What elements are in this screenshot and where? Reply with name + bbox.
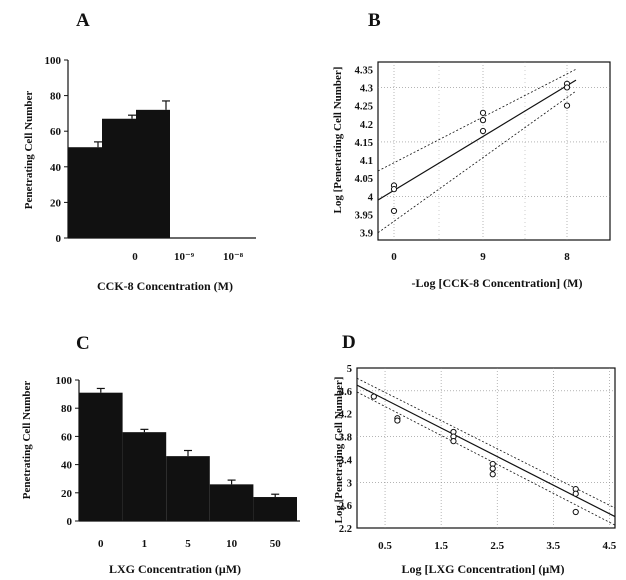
panel-d-x-tick-label: 3.5 [546, 540, 560, 552]
panel-a-x-tick-label: 10⁻⁹ [174, 251, 195, 263]
panel-d-x-tick-label: 2.5 [490, 540, 504, 552]
panel-b-x-tick-label: 8 [564, 251, 570, 263]
panel-d-x-tick-label: 0.5 [378, 540, 392, 552]
panel-a-bar [136, 109, 170, 238]
panel-a: A Penetrating Cell Number CCK-8 Concentr… [23, 10, 256, 293]
panel-c: C Penetrating Cell Number LXG Concentrat… [21, 333, 300, 576]
panel-c-xlabel: LXG Concentration (μM) [109, 562, 241, 576]
panel-b-ci-upper [377, 68, 577, 172]
panel-c-ylabel: Penetrating Cell Number [21, 381, 33, 500]
panel-b-y-tick-label: 3.9 [360, 229, 373, 240]
panel-d-point [394, 417, 401, 424]
panel-b-x-tick-label: 0 [391, 251, 397, 263]
panel-d-frame [356, 367, 616, 529]
panel-a-bar [68, 147, 102, 238]
panel-d-y-tick-label: 2.2 [339, 524, 352, 535]
panel-b-point [390, 186, 398, 193]
panel-d-y-tick-label: 3.4 [339, 455, 353, 466]
panel-a-y-tick-label: 80 [50, 91, 62, 103]
panel-d-point [489, 471, 496, 478]
panel-b-y-tick-label: 4.25 [355, 102, 373, 113]
panel-d-y-tick-label: 3 [347, 478, 352, 489]
panel-b-point [563, 84, 571, 91]
panel-b-y-tick-label: 3.95 [355, 211, 373, 222]
panel-c-bar [253, 497, 297, 521]
panel-b-ylabel: Log [Penetrating Cell Number] [332, 67, 344, 214]
panel-c-x-tick-label: 10 [226, 538, 238, 550]
panel-d-point [489, 465, 496, 472]
panel-c-x-tick-label: 5 [185, 538, 191, 550]
panel-d-ylabel: Log [Penetrating Cell Number] [333, 377, 345, 524]
panel-b-x-tick-label: 9 [480, 251, 486, 263]
panel-b-point [563, 102, 571, 109]
panel-a-y-tick-label: 40 [50, 162, 62, 174]
panel-a-bar [102, 118, 136, 238]
panel-d-xlabel: Log [LXG Concentration] (μM) [401, 562, 564, 576]
panel-d-point [572, 490, 579, 497]
panel-d-fit-line [356, 384, 616, 518]
panel-d-y-tick-label: 4.6 [339, 387, 352, 398]
panel-c-bar [166, 456, 210, 521]
panel-d-letter: D [342, 332, 356, 353]
panel-b-frame [377, 61, 611, 241]
panel-c-letter: C [76, 333, 90, 354]
panel-c-y-tick-label: 100 [56, 375, 73, 387]
panel-b-letter: B [368, 10, 381, 31]
panel-d-y-tick-label: 5 [347, 364, 352, 375]
panel-d-x-tick-label: 1.5 [434, 540, 448, 552]
panel-c-x-tick-label: 1 [142, 538, 148, 550]
panel-c-bar [122, 432, 167, 521]
panel-c-y-tick-label: 40 [61, 460, 73, 472]
panel-d-point [572, 508, 579, 516]
panel-c-bar [209, 484, 254, 521]
panel-d-y-tick-label: 3.8 [339, 433, 352, 444]
panel-a-y-tick-label: 0 [56, 233, 62, 245]
panel-b-point [479, 127, 487, 135]
panel-b-y-tick-label: 4.2 [360, 120, 373, 131]
panel-b-y-tick-label: 4.05 [355, 174, 373, 185]
panel-c-y-tick-label: 0 [67, 516, 73, 528]
panel-a-y-tick-label: 100 [45, 55, 62, 67]
panel-d: D Log [Penetrating Cell Number] Log [LXG… [333, 332, 617, 576]
panel-c-y-tick-label: 80 [61, 403, 73, 415]
panel-c-bar [79, 392, 123, 521]
panel-d-y-tick-label: 2.6 [339, 501, 352, 512]
panel-a-xlabel: CCK-8 Concentration (M) [97, 279, 233, 293]
panel-b-ci-lower [377, 90, 577, 234]
panel-b-point [479, 109, 487, 116]
panel-b-y-tick-label: 4.1 [360, 156, 373, 167]
panel-d-ci-upper [356, 377, 616, 509]
panel-a-y-tick-label: 20 [50, 197, 62, 209]
panel-a-x-tick-label: 0 [132, 251, 138, 263]
panel-b-point [390, 207, 398, 215]
panel-d-ci-lower [356, 391, 616, 526]
panel-b-y-tick-label: 4 [368, 192, 374, 203]
panel-c-x-tick-label: 50 [270, 538, 282, 550]
panel-b: B Log [Penetrating Cell Number] -Log [CC… [332, 10, 611, 290]
panel-c-y-tick-label: 60 [61, 431, 73, 443]
panel-c-y-tick-label: 20 [61, 488, 73, 500]
panel-b-xlabel: -Log [CCK-8 Concentration] (M) [412, 276, 583, 290]
panel-b-y-tick-label: 4.15 [355, 138, 373, 149]
panel-b-fit-line [377, 79, 577, 201]
panel-b-y-tick-label: 4.35 [355, 65, 373, 76]
panel-a-y-tick-label: 60 [50, 126, 62, 138]
panel-d-point [370, 393, 377, 400]
panel-d-y-tick-label: 4.2 [339, 410, 352, 421]
panel-b-point [479, 117, 487, 124]
panel-d-point [450, 438, 457, 445]
panel-a-letter: A [76, 10, 90, 31]
panel-d-x-tick-label: 4.5 [603, 540, 617, 552]
panel-c-x-tick-label: 0 [98, 538, 104, 550]
panel-a-x-tick-label: 10⁻⁸ [223, 251, 244, 263]
panel-b-y-tick-label: 4.3 [360, 83, 373, 94]
panel-a-ylabel: Penetrating Cell Number [23, 91, 35, 210]
